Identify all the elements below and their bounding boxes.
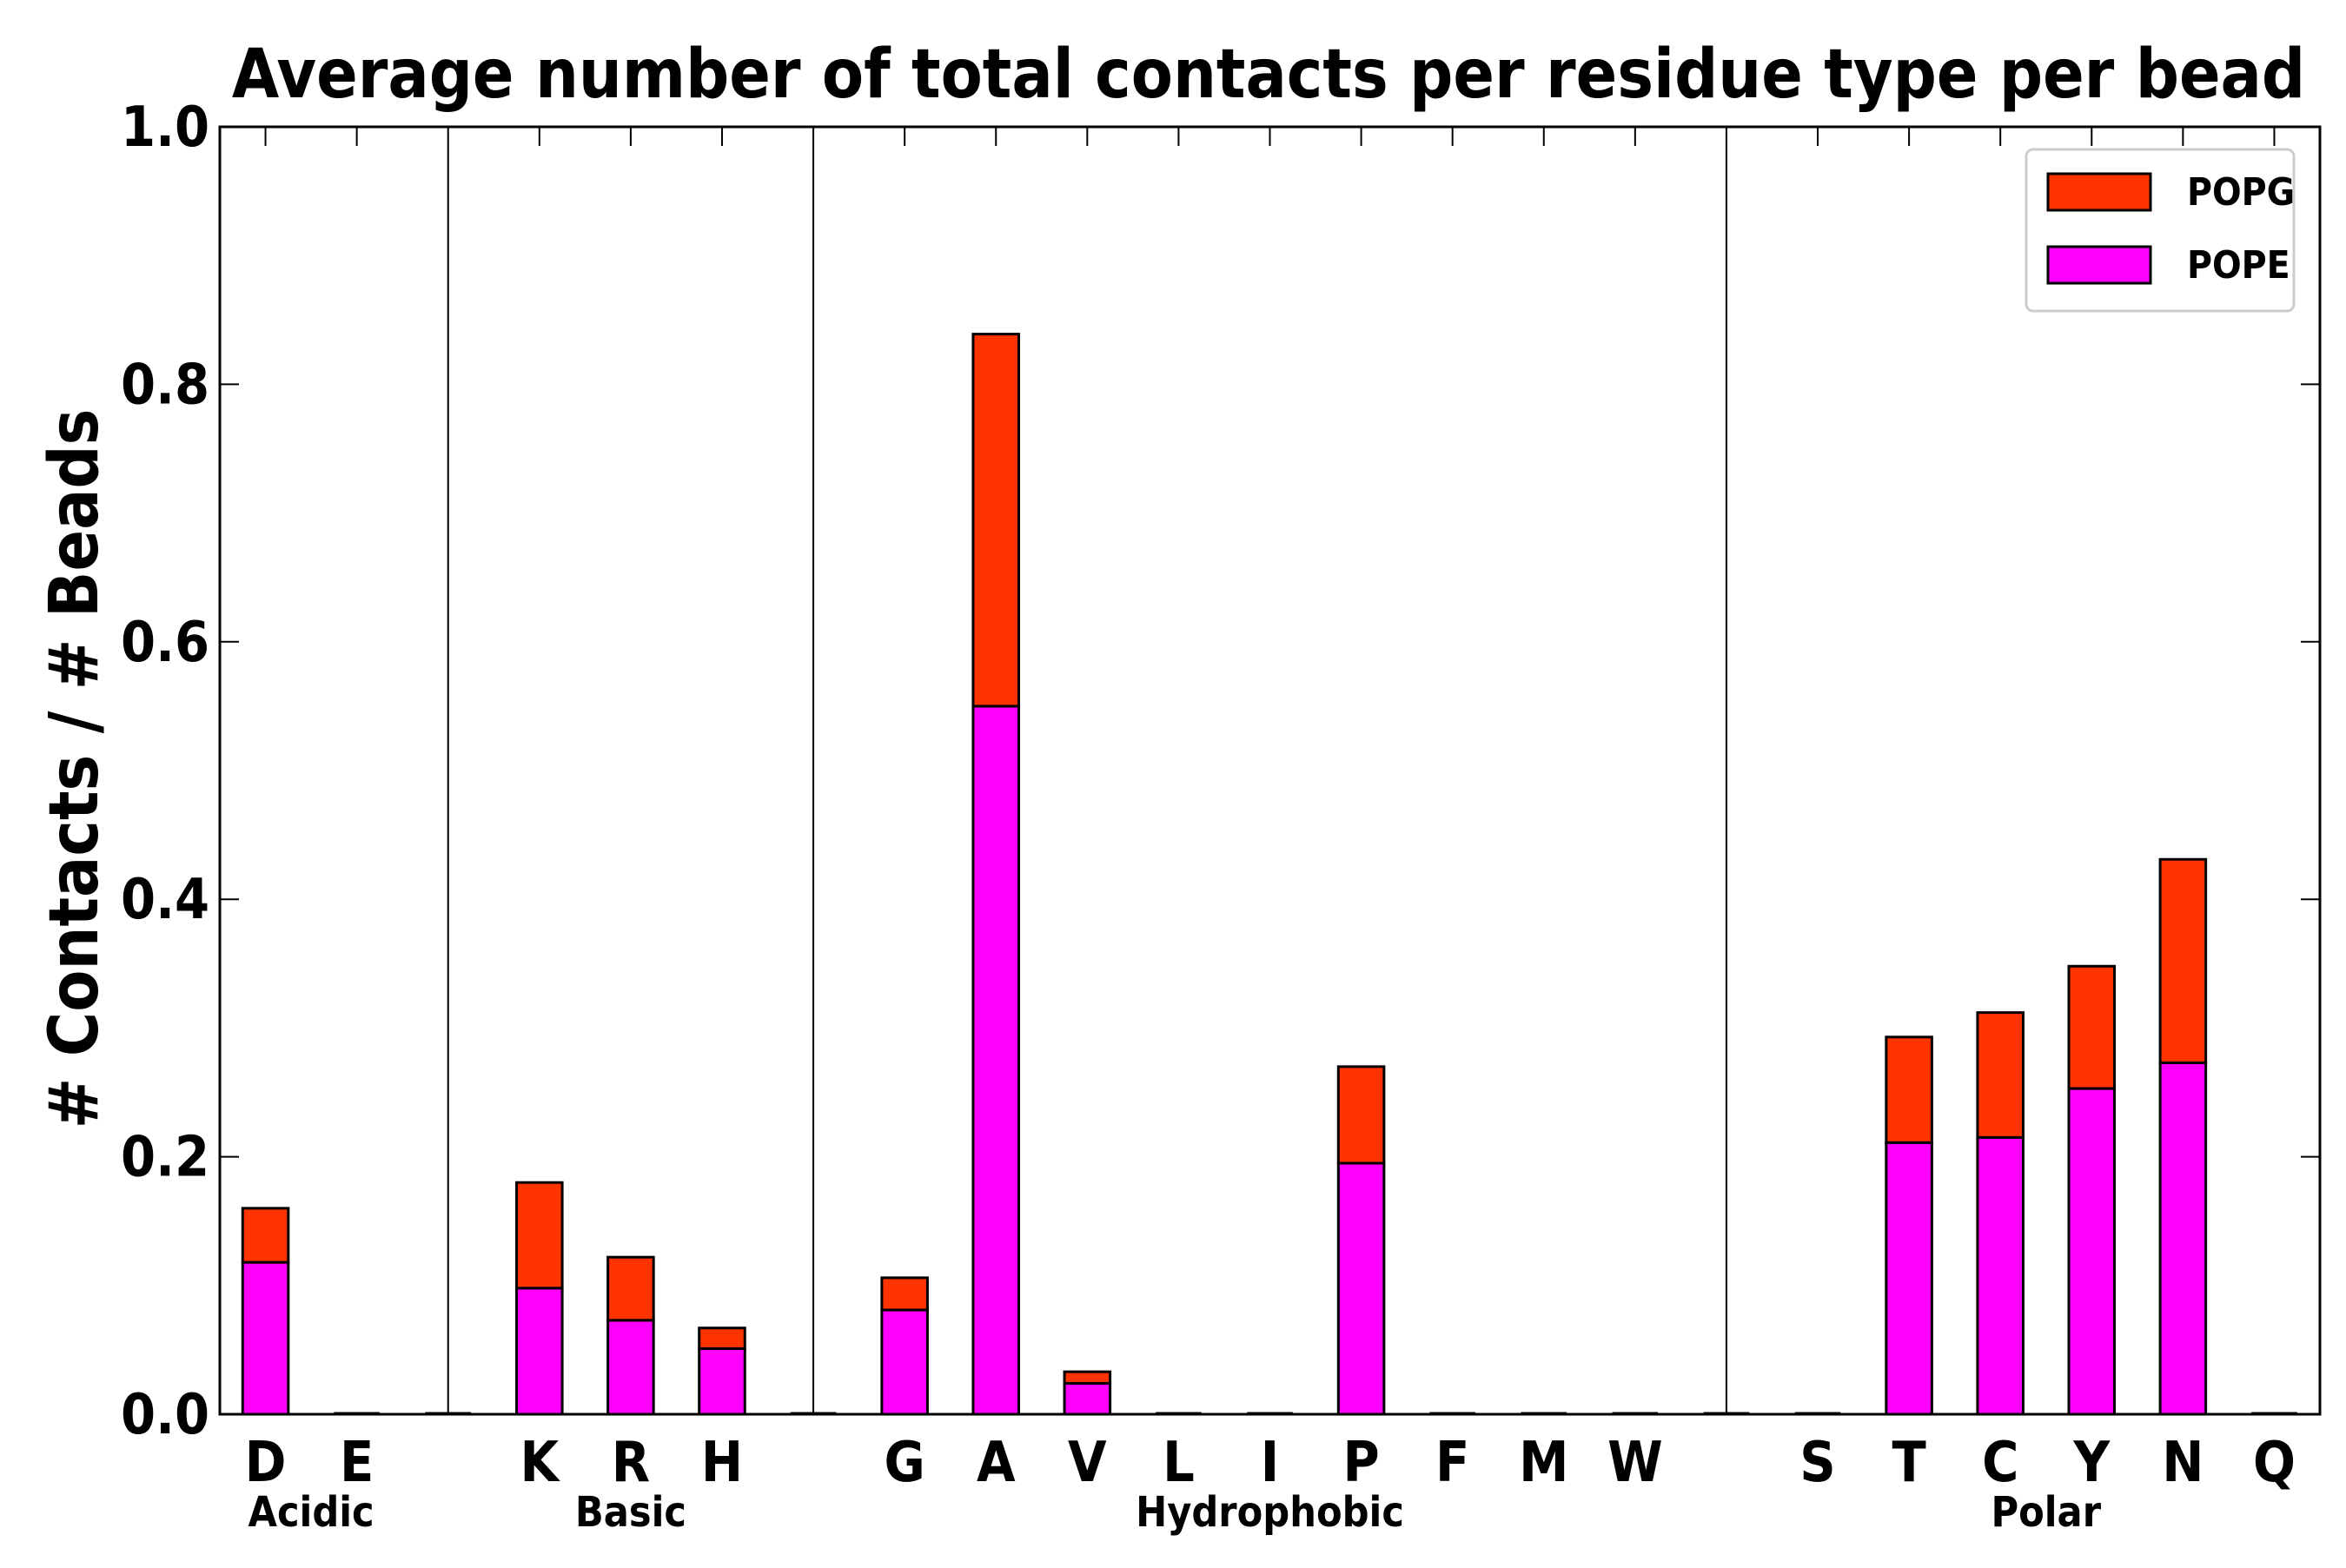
bar-pope-V [1063, 1381, 1112, 1416]
bar-popg-V [1063, 1370, 1112, 1385]
bar-pope-D [241, 1260, 290, 1416]
bar-pope-Y [2067, 1087, 2117, 1416]
bar-popg-K [515, 1181, 564, 1290]
bar-pope-A [971, 705, 1021, 1416]
y-tick-label: 0.0 [121, 1383, 209, 1447]
x-tick-label: L [1163, 1431, 1195, 1495]
legend-label-pope: POPE [2187, 243, 2290, 288]
x-tick-label: G [885, 1431, 925, 1495]
bar-popg-Y [2067, 964, 2117, 1090]
y-tick-label: 0.6 [121, 611, 209, 675]
x-tick-label: H [701, 1431, 743, 1495]
x-tick-label: N [2162, 1431, 2204, 1495]
bar-popg-N [2158, 857, 2208, 1064]
y-tick-label: 0.8 [121, 353, 209, 417]
x-tick-label: T [1892, 1431, 1925, 1495]
x-tick-label: C [1982, 1431, 2018, 1495]
chart-title: Average number of total contacts per res… [232, 36, 2305, 114]
x-tick-label: S [1799, 1431, 1835, 1495]
x-tick-label: E [340, 1431, 374, 1495]
x-tick-label: W [1607, 1431, 1663, 1495]
y-tick-label: 0.2 [121, 1126, 209, 1190]
x-tick-label: F [1435, 1431, 1469, 1495]
bar-popg-R [606, 1255, 655, 1322]
legend-swatch-popg [2046, 172, 2152, 212]
bar-popg-C [1976, 1011, 2025, 1139]
bar-popg-T [1885, 1035, 1933, 1144]
bar-pope-C [1976, 1135, 2025, 1416]
bar-popg-A [971, 333, 1021, 708]
bar-pope-R [606, 1319, 655, 1416]
x-tick-label: P [1342, 1431, 1379, 1495]
x-tick-label: Q [2253, 1431, 2296, 1495]
group-label-polar: Polar [1991, 1488, 2101, 1537]
bar-popg-P [1336, 1065, 1386, 1165]
y-axis-label: # Contacts / # Beads [36, 409, 114, 1129]
bar-pope-K [515, 1287, 564, 1416]
y-tick-label: 1.0 [121, 96, 209, 160]
bar-pope-G [880, 1308, 929, 1416]
group-label-acidic: Acidic [249, 1488, 374, 1537]
legend-label-popg: POPG [2187, 170, 2295, 215]
bar-pope-N [2158, 1061, 2208, 1416]
legend-swatch-pope [2046, 245, 2152, 285]
x-tick-label: Y [2072, 1431, 2111, 1495]
bar-popg-H [698, 1327, 746, 1350]
legend: POPG POPE [2025, 148, 2296, 313]
x-tick-label: R [612, 1431, 650, 1495]
bar-pope-T [1885, 1141, 1933, 1416]
bar-popg-G [880, 1276, 929, 1312]
group-label-basic: Basic [575, 1488, 686, 1537]
bar-popg-D [241, 1207, 290, 1264]
bar-pope-H [698, 1346, 746, 1416]
x-tick-label: K [520, 1431, 560, 1495]
bar-pope-P [1336, 1161, 1386, 1416]
x-tick-label: A [977, 1431, 1016, 1495]
x-tick-label: M [1519, 1431, 1568, 1495]
y-tick-label: 0.4 [121, 868, 209, 932]
x-tick-label: D [245, 1431, 287, 1495]
group-label-hydrophobic: Hydrophobic [1136, 1488, 1404, 1537]
x-tick-label: I [1261, 1431, 1279, 1495]
plot-area: 0.0 0.2 0.4 0.6 0.8 1.0 D E K R H G A V L I P F M W S T C Y N Q Ac… [121, 96, 2322, 1537]
x-tick-label: V [1068, 1431, 1107, 1495]
